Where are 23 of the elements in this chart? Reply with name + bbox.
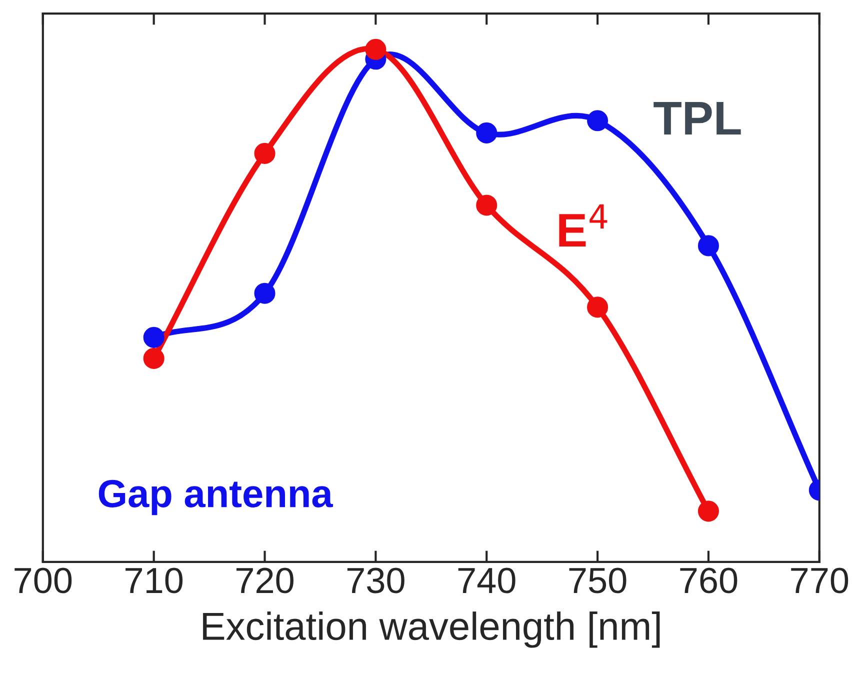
point [476, 122, 498, 144]
point [587, 110, 608, 132]
point [698, 235, 719, 256]
x-tick-label: 740 [458, 568, 516, 594]
point [476, 194, 498, 216]
x-tick-label: 710 [126, 568, 183, 594]
x-tick-label: 760 [680, 568, 738, 594]
point [143, 326, 164, 348]
series-label: TPL [654, 102, 741, 135]
annotation: Gap antenna [98, 480, 334, 516]
series-label: E$^{4}$ [559, 204, 608, 247]
point [698, 500, 719, 522]
x-tick-label: 700 [14, 568, 72, 594]
x-axis-title: Excitation wavelength [nm] [203, 612, 660, 648]
x-tick-label: 720 [236, 568, 294, 594]
x-tick-label: 730 [347, 568, 404, 594]
point [254, 142, 276, 164]
point [143, 348, 164, 369]
point [587, 296, 608, 318]
x-tick-label: 750 [569, 568, 626, 594]
point [365, 38, 386, 60]
x-tick-label: 770 [791, 568, 848, 594]
point [254, 282, 276, 304]
